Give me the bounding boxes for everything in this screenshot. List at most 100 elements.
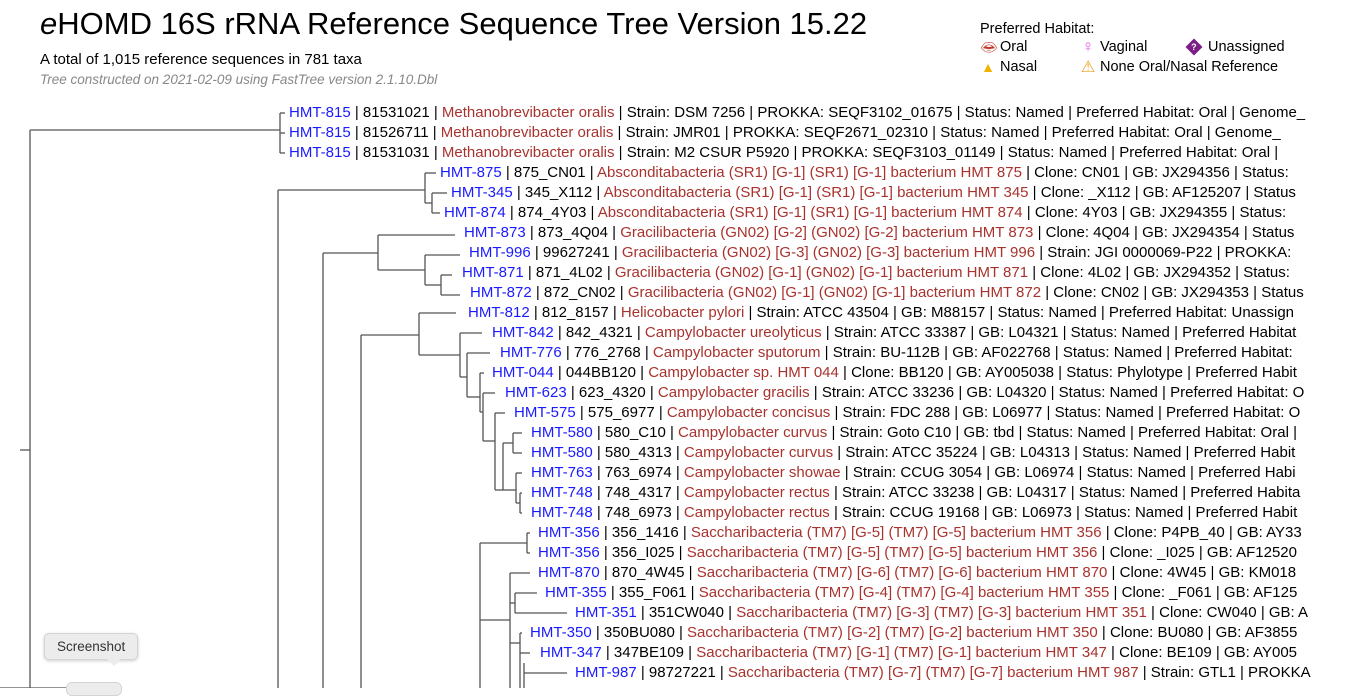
hmt-link[interactable]: HMT-870	[538, 564, 600, 581]
hmt-link[interactable]: HMT-580	[531, 424, 593, 441]
hmt-link[interactable]: HMT-873	[464, 224, 526, 241]
hmt-link[interactable]: HMT-996	[469, 244, 531, 261]
sequence-details: | Clone: 4L02 | GB: JX294352 | Status:	[1028, 264, 1290, 281]
tree-leaf-row: HMT-815 | 81531031 | Methanobrevibacter …	[289, 143, 1278, 163]
taxon-name: Campylobacter sputorum	[652, 344, 821, 361]
sequence-id: | 873_4Q04 |	[525, 224, 621, 241]
hmt-link[interactable]: HMT-815	[289, 124, 351, 141]
sequence-id: | 81531021 |	[350, 104, 442, 121]
sequence-id: | 356_I025 |	[599, 544, 687, 561]
sequence-id: | 356_1416 |	[599, 524, 691, 541]
taxon-name: Campylobacter curvus	[678, 424, 828, 441]
sequence-id: | 347BE109 |	[601, 644, 697, 661]
tree-leaf-row: HMT-748 | 748_6973 | Campylobacter rectu…	[531, 503, 1297, 523]
tree-leaf-row: HMT-763 | 763_6974 | Campylobacter showa…	[531, 463, 1296, 483]
hmt-link[interactable]: HMT-580	[531, 444, 593, 461]
sequence-details: | Clone: BE109 | GB: AY005	[1106, 644, 1298, 661]
tree-leaf-row: HMT-776 | 776_2768 | Campylobacter sputo…	[500, 343, 1293, 363]
hmt-link[interactable]: HMT-875	[440, 164, 502, 181]
sequence-details: | Strain: DSM 7256 | PROKKA: SEQF3102_01…	[614, 104, 1306, 121]
tree-leaf-row: HMT-356 | 356_1416 | Saccharibacteria (T…	[538, 523, 1302, 543]
sequence-id: | 81531031 |	[350, 144, 442, 161]
sequence-details: | Strain: ATCC 35224 | GB: L04313 | Stat…	[833, 444, 1296, 461]
sequence-id: | 623_4320 |	[566, 384, 658, 401]
sequence-id: | 872_CN02 |	[531, 284, 628, 301]
sequence-details: | Clone: BB120 | GB: AY005038 | Status: …	[838, 364, 1297, 381]
legend-label: Oral	[1000, 39, 1028, 55]
hmt-link[interactable]: HMT-044	[492, 364, 554, 381]
hmt-link[interactable]: HMT-874	[444, 204, 506, 221]
taxon-name: Saccharibacteria (TM7) [G-5] (TM7) [G-5]…	[690, 524, 1102, 541]
sequence-details: | Clone: CN01 | GB: JX294356 | Status:	[1021, 164, 1289, 181]
hmt-link[interactable]: HMT-815	[289, 104, 351, 121]
sequence-id: | 350BU080 |	[591, 624, 688, 641]
legend-label: Unassigned	[1208, 39, 1285, 55]
legend-unassigned: ? Unassigned	[1184, 38, 1285, 56]
tree-leaf-row: HMT-873 | 873_4Q04 | Gracilibacteria (GN…	[464, 223, 1294, 243]
taxon-name: Saccharibacteria (TM7) [G-4] (TM7) [G-4]…	[698, 584, 1110, 601]
taxon-name: Gracilibacteria (GN02) [G-1] (GN02) [G-1…	[627, 284, 1042, 301]
taxon-name: Saccharibacteria (TM7) [G-1] (TM7) [G-1]…	[696, 644, 1107, 661]
sequence-id: | 842_4321 |	[553, 324, 645, 341]
hmt-link[interactable]: HMT-355	[545, 584, 607, 601]
tree-leaf-row: HMT-580 | 580_C10 | Campylobacter curvus…	[531, 423, 1297, 443]
taxon-name: Saccharibacteria (TM7) [G-3] (TM7) [G-3]…	[736, 604, 1147, 621]
tree-leaf-row: HMT-875 | 875_CN01 | Absconditabacteria …	[440, 163, 1289, 183]
hmt-link[interactable]: HMT-812	[468, 304, 530, 321]
tree-leaf-row: HMT-871 | 871_4L02 | Gracilibacteria (GN…	[462, 263, 1290, 283]
legend-nasal: ▲ Nasal	[980, 59, 1080, 75]
sequence-id: | 345_X112 |	[512, 184, 604, 201]
taxon-name: Absconditabacteria (SR1) [G-1] (SR1) [G-…	[597, 164, 1022, 181]
hmt-link[interactable]: HMT-842	[492, 324, 554, 341]
sequence-details: | Clone: BU080 | GB: AF3855	[1097, 624, 1298, 641]
hmt-link[interactable]: HMT-623	[505, 384, 567, 401]
hmt-link[interactable]: HMT-748	[531, 504, 593, 521]
tree-leaf-row: HMT-870 | 870_4W45 | Saccharibacteria (T…	[538, 563, 1296, 583]
hmt-link[interactable]: HMT-872	[470, 284, 532, 301]
hmt-link[interactable]: HMT-356	[538, 544, 600, 561]
sequence-details: | Clone: CN02 | GB: JX294353 | Status	[1041, 284, 1304, 301]
hmt-link[interactable]: HMT-351	[575, 604, 637, 621]
taxon-name: Saccharibacteria (TM7) [G-7] (TM7) [G-7]…	[727, 664, 1139, 681]
legend-label: Vaginal	[1100, 39, 1148, 55]
sequence-id: | 98727221 |	[636, 664, 728, 681]
legend-label: None Oral/Nasal Reference	[1100, 59, 1279, 75]
legend-none-oral-nasal: ⚠ None Oral/Nasal Reference	[1080, 57, 1278, 77]
sequence-id: | 748_4317 |	[592, 484, 684, 501]
screenshot-tooltip: Screenshot	[44, 633, 139, 666]
taxon-name: Campylobacter sp. HMT 044	[648, 364, 839, 381]
sequence-details: | Clone: P4PB_40 | GB: AY33	[1101, 524, 1302, 541]
sequence-details: | Strain: Goto C10 | GB: tbd | Status: N…	[827, 424, 1297, 441]
tree-leaf-row: HMT-355 | 355_F061 | Saccharibacteria (T…	[545, 583, 1297, 603]
taxon-name: Campylobacter ureolyticus	[644, 324, 822, 341]
hmt-link[interactable]: HMT-345	[451, 184, 513, 201]
sequence-details: | Strain: CCUG 3054 | GB: L06974 | Statu…	[840, 464, 1296, 481]
sequence-id: | 776_2768 |	[561, 344, 653, 361]
sequence-details: | Strain: ATCC 43504 | GB: M88157 | Stat…	[744, 304, 1295, 321]
habitat-legend: Preferred Habitat: 👄︎ Oral ♀ Vaginal ? Unas…	[980, 21, 1285, 77]
tree-leaf-row: HMT-347 | 347BE109 | Saccharibacteria (T…	[540, 643, 1297, 663]
hmt-link[interactable]: HMT-987	[575, 664, 637, 681]
taxon-name: Gracilibacteria (GN02) [G-1] (GN02) [G-1…	[614, 264, 1029, 281]
taxon-name: Absconditabacteria (SR1) [G-1] (SR1) [G-…	[597, 204, 1023, 221]
taxon-name: Campylobacter showae	[683, 464, 841, 481]
sequence-id: | 748_6973 |	[592, 504, 684, 521]
screenshot-button[interactable]	[66, 682, 122, 696]
tree-leaf-row: HMT-580 | 580_4313 | Campylobacter curvu…	[531, 443, 1295, 463]
hmt-link[interactable]: HMT-776	[500, 344, 562, 361]
sequence-details: | Strain: ATCC 33236 | GB: L04320 | Stat…	[809, 384, 1305, 401]
hmt-link[interactable]: HMT-871	[462, 264, 524, 281]
sequence-details: | Strain: FDC 288 | GB: L06977 | Status:…	[830, 404, 1301, 421]
hmt-link[interactable]: HMT-356	[538, 524, 600, 541]
taxon-name: Methanobrevibacter oralis	[441, 144, 615, 161]
hmt-link[interactable]: HMT-815	[289, 144, 351, 161]
hmt-link[interactable]: HMT-575	[514, 404, 576, 421]
hmt-link[interactable]: HMT-748	[531, 484, 593, 501]
hmt-link[interactable]: HMT-350	[530, 624, 592, 641]
hmt-link[interactable]: HMT-347	[540, 644, 602, 661]
tree-leaf-row: HMT-815 | 81531021 | Methanobrevibacter …	[289, 103, 1305, 123]
taxon-name: Campylobacter rectus	[683, 504, 830, 521]
hmt-link[interactable]: HMT-763	[531, 464, 593, 481]
legend-label: Nasal	[1000, 59, 1038, 75]
